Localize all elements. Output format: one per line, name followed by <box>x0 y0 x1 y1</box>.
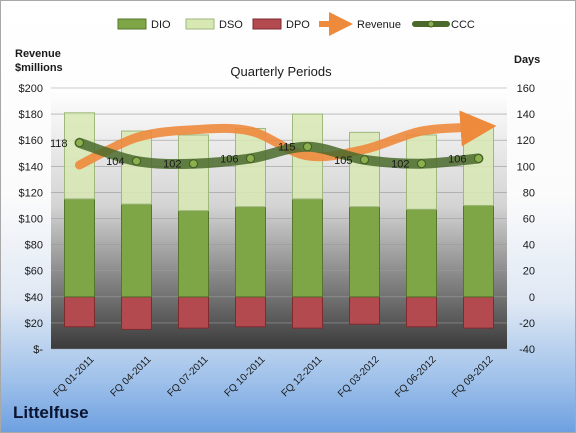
ccc-point <box>417 159 426 169</box>
right-tick-label: 160 <box>517 83 535 95</box>
ccc-data-label: 115 <box>278 142 296 154</box>
bar-dio <box>178 210 209 298</box>
left-tick-label: $140 <box>19 161 43 173</box>
ccc-point <box>75 138 84 148</box>
right-tick-label: -40 <box>519 344 535 356</box>
legend-label-revenue: Revenue <box>357 19 401 31</box>
legend-item-dio: DIO <box>117 18 171 31</box>
left-tick-label: $100 <box>19 214 43 226</box>
legend-label-ccc: CCC <box>451 19 475 31</box>
bar-dpo <box>178 296 209 329</box>
legend-label-dpo: DPO <box>286 19 310 31</box>
bar-dso <box>178 134 209 212</box>
ccc-data-labels: 118 104 102 106 115 105 102 106 <box>50 138 467 171</box>
left-tick-label: $200 <box>19 83 43 95</box>
ccc-data-label: 102 <box>391 159 409 171</box>
left-tick-label: $60 <box>25 266 43 278</box>
legend: DIO DSO DPO Revenue CCC <box>117 12 475 36</box>
right-tick-label: -20 <box>519 318 535 330</box>
right-tick-label: 80 <box>523 187 535 199</box>
x-tick-label: FQ 01-2011 <box>52 354 97 399</box>
left-axis-ticks: $- $20 $40 $60 $80 $100 $120 $140 $160 $180 $200 <box>19 83 44 356</box>
bar-dpo <box>235 296 266 328</box>
left-axis-title-line2: $millions <box>15 62 63 74</box>
right-tick-label: 20 <box>523 266 535 278</box>
bar-dpo <box>349 296 380 325</box>
line-revenue <box>75 110 497 170</box>
right-tick-label: 140 <box>517 109 535 121</box>
ccc-point <box>303 142 312 152</box>
x-tick-label: FQ 03-2012 <box>336 354 382 400</box>
legend-item-dpo: DPO <box>252 18 310 31</box>
left-tick-label: $180 <box>19 109 43 121</box>
right-tick-label: 120 <box>517 135 535 147</box>
ccc-point <box>246 153 255 163</box>
legend-item-revenue: Revenue <box>319 12 401 36</box>
right-tick-label: 40 <box>523 240 535 252</box>
ccc-data-label: 104 <box>106 156 124 168</box>
x-tick-label: FQ 06-2012 <box>393 354 439 400</box>
left-tick-label: $40 <box>25 292 43 304</box>
legend-item-dso: DSO <box>185 18 243 31</box>
left-tick-label: $- <box>33 344 43 356</box>
ccc-data-label: 106 <box>220 153 238 165</box>
legend-item-ccc: CCC <box>412 19 475 31</box>
left-tick-label: $80 <box>25 240 43 252</box>
bar-dpo <box>292 296 323 329</box>
ccc-point <box>189 159 198 169</box>
right-tick-label: 60 <box>523 214 535 226</box>
bar-dio <box>292 198 323 298</box>
x-tick-label: FQ 09-2012 <box>450 354 496 400</box>
ccc-point <box>474 153 483 163</box>
bar-dio <box>64 198 95 298</box>
chart-title: Quarterly Periods <box>230 64 332 79</box>
x-tick-label: FQ 07-2011 <box>166 354 211 399</box>
legend-label-dio: DIO <box>151 19 171 31</box>
left-tick-label: $160 <box>19 135 43 147</box>
series-lines <box>74 110 497 170</box>
bar-dpo <box>406 296 437 328</box>
bar-dpo <box>121 296 152 330</box>
bar-dpo <box>463 296 494 329</box>
bar-dio <box>235 206 266 298</box>
x-tick-label: FQ 04-2011 <box>109 354 154 399</box>
bar-dio <box>406 208 437 298</box>
ccc-point <box>360 155 369 165</box>
left-tick-label: $20 <box>25 318 43 330</box>
ccc-data-label: 106 <box>448 153 466 165</box>
right-tick-label: 100 <box>517 161 535 173</box>
bar-dso <box>235 127 266 208</box>
x-tick-label: FQ 10-2011 <box>223 354 268 399</box>
right-axis-ticks: -40 -20 0 20 40 60 80 100 120 140 160 <box>517 83 535 356</box>
bar-dio <box>121 203 152 298</box>
ccc-data-label: 105 <box>334 155 352 167</box>
bar-dso <box>406 134 437 210</box>
legend-label-dso: DSO <box>219 19 243 31</box>
ccc-data-label: 118 <box>50 138 68 150</box>
bar-dio <box>463 204 494 298</box>
right-axis-title: Days <box>514 54 540 66</box>
left-tick-label: $120 <box>19 187 43 199</box>
ccc-point <box>132 156 141 166</box>
bar-dio <box>349 206 380 298</box>
line-ccc <box>74 137 484 169</box>
x-tick-label: FQ 12-2011 <box>280 354 325 399</box>
bar-dso <box>463 126 494 206</box>
left-axis-title-line1: Revenue <box>15 48 61 60</box>
right-tick-label: 0 <box>529 292 535 304</box>
bar-dpo <box>64 296 95 328</box>
company-name: Littelfuse <box>13 403 89 422</box>
ccc-data-label: 102 <box>163 159 181 171</box>
x-axis-ticks: FQ 01-2011 FQ 04-2011 FQ 07-2011 FQ 10-2011… <box>52 354 496 400</box>
